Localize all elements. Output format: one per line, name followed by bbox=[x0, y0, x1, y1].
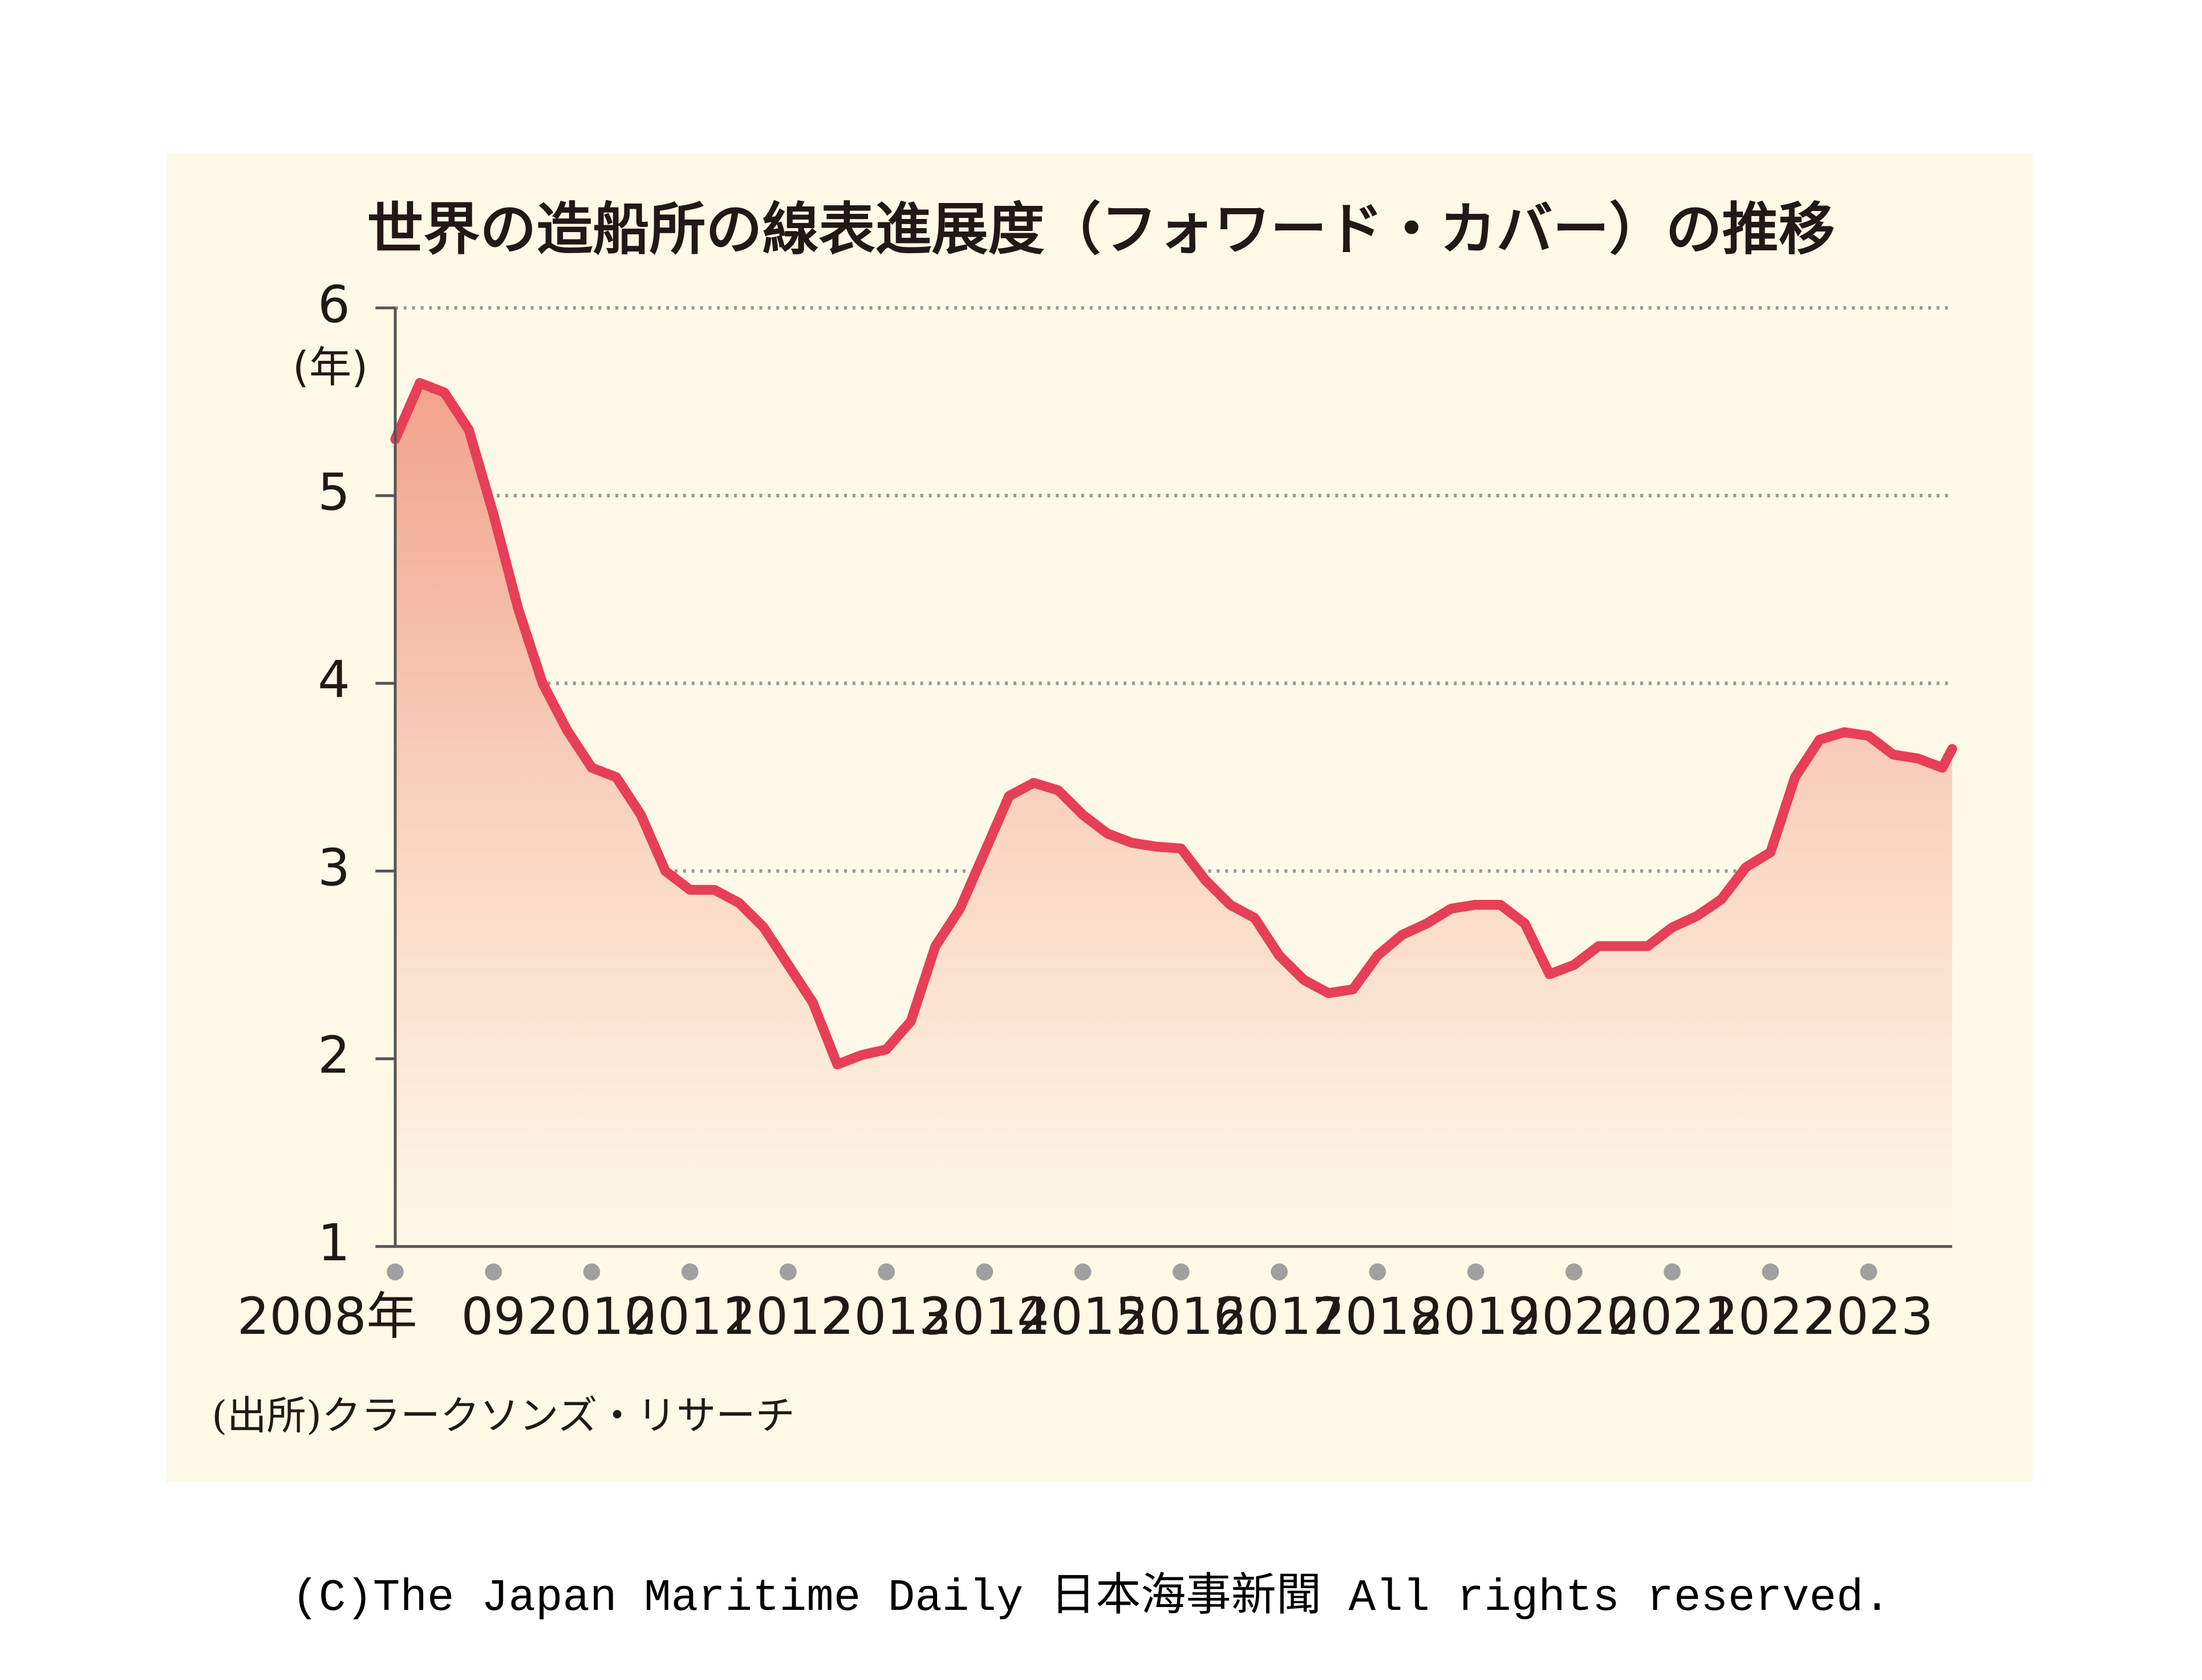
x-tick-dot bbox=[1271, 1263, 1288, 1281]
x-tick-label: 2012 bbox=[724, 1287, 853, 1346]
x-tick-dot bbox=[1860, 1263, 1877, 1281]
y-tick-label: 3 bbox=[318, 838, 350, 898]
x-tick-label: 2008年 bbox=[237, 1287, 417, 1346]
x-tick-label: 2010 bbox=[527, 1287, 656, 1346]
x-tick-label: 2013 bbox=[822, 1287, 951, 1346]
y-tick-label: 6 bbox=[318, 275, 350, 334]
x-tick-label: 2020 bbox=[1509, 1287, 1639, 1346]
y-axis-unit: (年) bbox=[293, 342, 368, 392]
x-tick-dot bbox=[1467, 1263, 1485, 1281]
y-tick-label: 2 bbox=[318, 1026, 350, 1085]
x-tick-dot bbox=[583, 1263, 601, 1281]
x-tick-dot bbox=[1762, 1263, 1779, 1281]
x-tick-dot bbox=[1173, 1263, 1190, 1281]
x-tick-dot bbox=[780, 1263, 797, 1281]
line bbox=[390, 378, 1957, 1070]
x-tick-dot bbox=[1074, 1263, 1092, 1281]
x-tick-dot bbox=[1369, 1263, 1386, 1281]
x-tick-label: 2017 bbox=[1215, 1287, 1344, 1346]
x-tick-label: 2022 bbox=[1706, 1287, 1835, 1346]
x-tick-label: 2016 bbox=[1117, 1287, 1246, 1346]
x-tick-dot bbox=[1565, 1263, 1583, 1281]
x-tick-dot bbox=[681, 1263, 699, 1281]
x-tick-label: 2014 bbox=[920, 1287, 1049, 1346]
y-tick-label: 5 bbox=[318, 463, 350, 522]
chart-title: 世界の造船所の線表進展度（フォワード・カバー）の推移 bbox=[367, 197, 1835, 262]
source-note: (出所)クラークソンズ・リサーチ bbox=[212, 1393, 795, 1439]
y-tick-label: 4 bbox=[318, 651, 350, 710]
x-tick-label: 2011 bbox=[625, 1287, 755, 1346]
x-tick-dot bbox=[976, 1263, 993, 1281]
x-tick-label: 2019 bbox=[1411, 1287, 1540, 1346]
x-tick-label: 09 bbox=[461, 1287, 526, 1346]
x-tick-label: 2018 bbox=[1313, 1287, 1442, 1346]
x-tick-label: 2023 bbox=[1804, 1287, 1933, 1346]
area-fill bbox=[395, 383, 1952, 1247]
x-tick-dot bbox=[1664, 1263, 1681, 1281]
x-tick-label: 2021 bbox=[1608, 1287, 1737, 1346]
copyright: (C)The Japan Maritime Daily 日本海事新聞 All r… bbox=[291, 1571, 1891, 1624]
x-tick-dot bbox=[387, 1263, 404, 1281]
y-tick-label: 1 bbox=[318, 1214, 350, 1273]
x-tick-dot bbox=[878, 1263, 895, 1281]
x-tick-label: 2015 bbox=[1018, 1287, 1147, 1346]
x-tick-dot bbox=[485, 1263, 502, 1281]
